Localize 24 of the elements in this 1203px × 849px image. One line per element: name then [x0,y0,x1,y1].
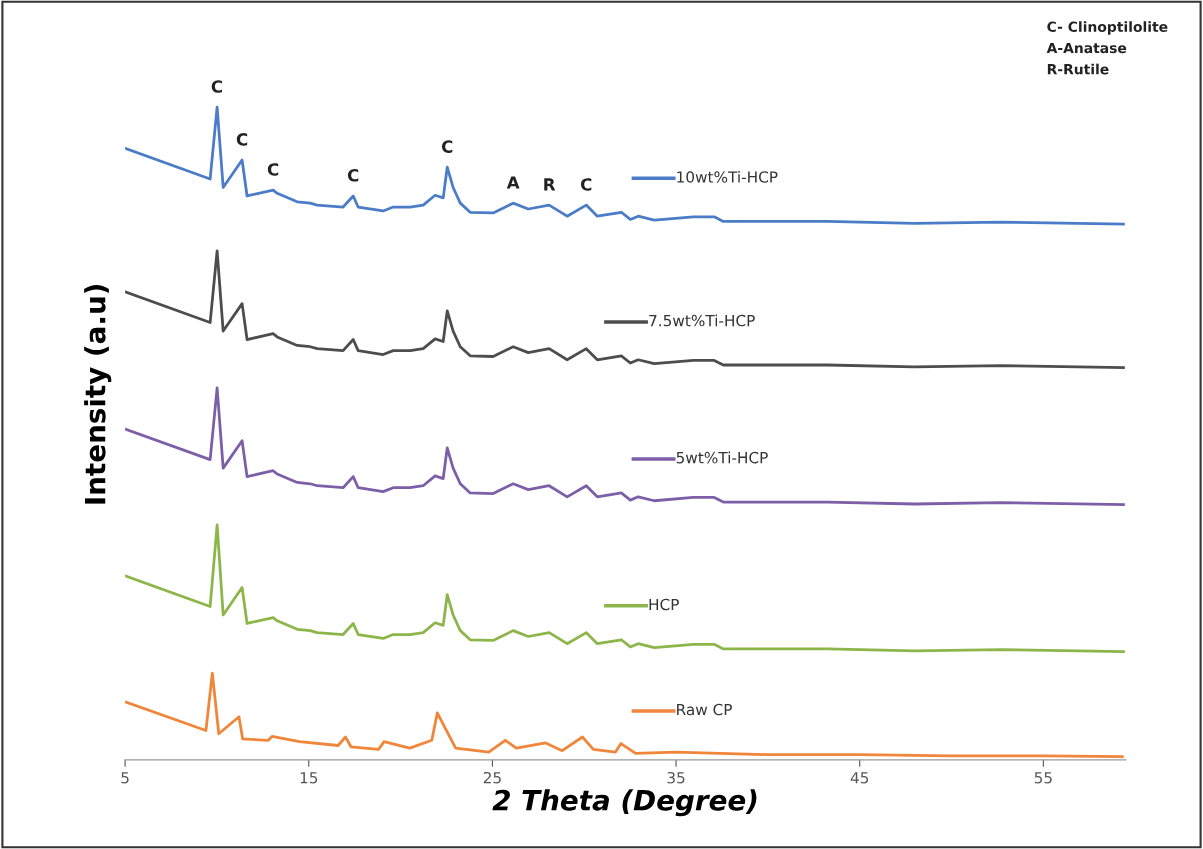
text: R-Rutile [1047,63,1109,75]
legend-label: Raw CP [677,703,732,716]
x-tick-label: 5 [121,772,129,784]
legend-label: 10wt%Ti-HCP [677,170,778,183]
annotation: C [267,163,279,176]
legend-label: 5wt%Ti-HCP [676,451,768,464]
legend-label: HCP [649,598,679,611]
annotation: R [544,178,556,191]
y-axis-title: Intensity (a.u) [84,284,112,504]
annotation: C [236,133,248,146]
annotation: C [441,140,453,153]
annotation: C [347,169,359,182]
annotation: A [506,176,520,189]
x-tick-label: 55 [1034,772,1052,784]
x-tick-label: 15 [300,772,318,784]
x-tick-label: 45 [850,772,869,784]
text: C- Clinoptilolite [1047,21,1168,35]
x-axis-title: 2 Theta (Degree) [492,789,757,817]
x-tick-label: 35 [667,771,685,784]
legend-label: 7.5wt%Ti-HCP [649,314,755,327]
text: A-Anatase [1046,42,1127,54]
annotation: C [580,178,592,191]
annotation: C [211,80,222,93]
x-tick-label: 25 [483,771,501,784]
